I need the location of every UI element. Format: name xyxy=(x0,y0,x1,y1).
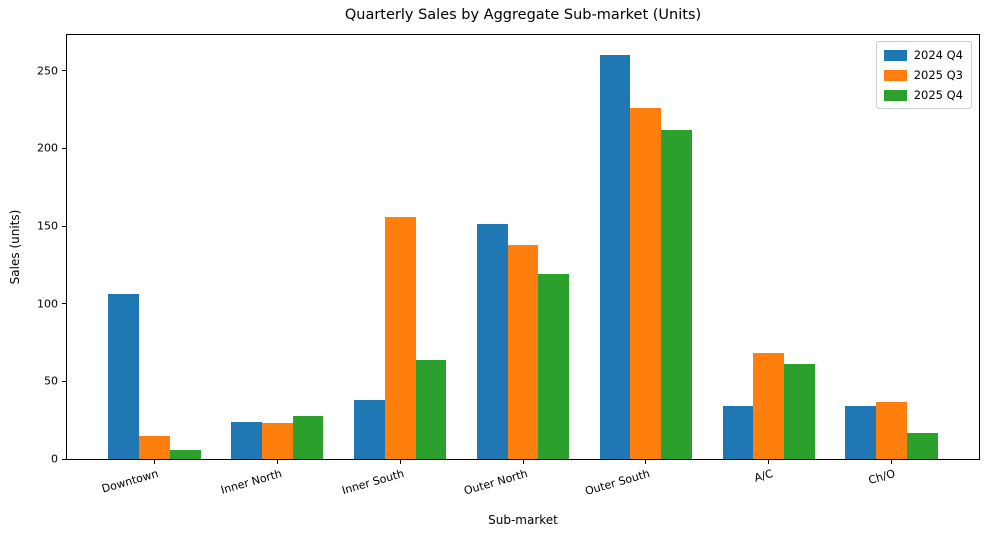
bar-2024-q4-inner-north xyxy=(231,421,262,459)
y-tick-label: 250 xyxy=(37,64,58,78)
y-tick-label: 200 xyxy=(37,141,58,155)
bar-2024-q4-a-c xyxy=(722,406,754,459)
legend-label: 2025 Q4 xyxy=(913,88,963,102)
legend-item: 2024 Q4 xyxy=(883,48,963,62)
bar-2025-q4-ch-o xyxy=(906,432,938,459)
bar-2025-q4-downtown xyxy=(169,449,201,459)
bar-2024-q4-outer-south xyxy=(599,55,631,459)
y-tick-mark xyxy=(62,380,66,382)
bar-2024-q4-ch-o xyxy=(845,406,877,459)
bar-2024-q4-inner-south xyxy=(354,399,385,459)
bar-2025-q4-inner-north xyxy=(292,415,324,459)
x-tick-label-inner-north: Inner North xyxy=(219,467,283,497)
y-tick-label: 0 xyxy=(51,452,58,466)
x-tick-label-inner-south: Inner South xyxy=(340,467,406,498)
y-tick-label: 100 xyxy=(37,297,58,311)
x-tick-mark xyxy=(768,460,770,464)
chart-title: Quarterly Sales by Aggregate Sub-market … xyxy=(344,7,702,23)
x-tick-mark xyxy=(276,460,278,464)
x-tick-label-ch-o: Ch/O xyxy=(867,467,898,487)
x-tick-mark xyxy=(399,460,401,464)
bar-2025-q3-downtown xyxy=(139,435,170,459)
y-tick-label: 50 xyxy=(44,374,58,388)
bar-2025-q3-ch-o xyxy=(876,401,907,459)
legend-label: 2024 Q4 xyxy=(913,48,963,62)
legend: 2024 Q4 2025 Q3 2025 Q4 xyxy=(875,41,972,109)
bar-2025-q3-inner-north xyxy=(261,423,293,459)
y-tick-mark xyxy=(62,303,66,305)
bar-2025-q3-outer-north xyxy=(507,244,539,459)
bar-2025-q4-a-c xyxy=(784,364,815,459)
y-axis-label: Sales (units) xyxy=(8,209,22,285)
bar-2025-q4-inner-south xyxy=(415,359,447,459)
x-tick-label-downtown: Downtown xyxy=(100,467,161,496)
bar-2025-q3-a-c xyxy=(753,353,784,459)
bar-2025-q4-outer-north xyxy=(538,274,570,459)
legend-label: 2025 Q3 xyxy=(913,68,963,82)
y-tick-mark xyxy=(62,70,66,72)
x-tick-mark xyxy=(645,460,647,464)
x-tick-mark xyxy=(522,460,524,464)
legend-swatch xyxy=(883,49,907,61)
x-tick-label-outer-north: Outer North xyxy=(462,467,529,498)
bar-2025-q3-outer-south xyxy=(630,108,662,459)
x-axis-label: Sub-market xyxy=(488,513,558,527)
bar-2024-q4-downtown xyxy=(108,294,140,459)
x-tick-mark xyxy=(154,460,155,464)
bar-2025-q4-outer-south xyxy=(661,129,692,459)
y-tick-mark xyxy=(62,147,66,149)
legend-swatch xyxy=(883,69,907,81)
y-tick-label: 150 xyxy=(37,219,58,233)
x-tick-label-outer-south: Outer South xyxy=(583,467,652,498)
y-tick-mark xyxy=(62,225,66,227)
x-tick-label-a-c: A/C xyxy=(752,467,775,485)
x-tick-mark xyxy=(890,460,892,464)
legend-item: 2025 Q3 xyxy=(883,68,963,82)
legend-item: 2025 Q4 xyxy=(883,88,963,102)
y-tick-mark xyxy=(62,458,66,460)
plot-area: 0 50 100 150 200 250 Downtown Inner North Inner… xyxy=(37,34,980,498)
bar-2024-q4-outer-north xyxy=(476,224,508,459)
bar-2025-q3-inner-south xyxy=(384,216,416,459)
legend-swatch xyxy=(883,89,907,101)
